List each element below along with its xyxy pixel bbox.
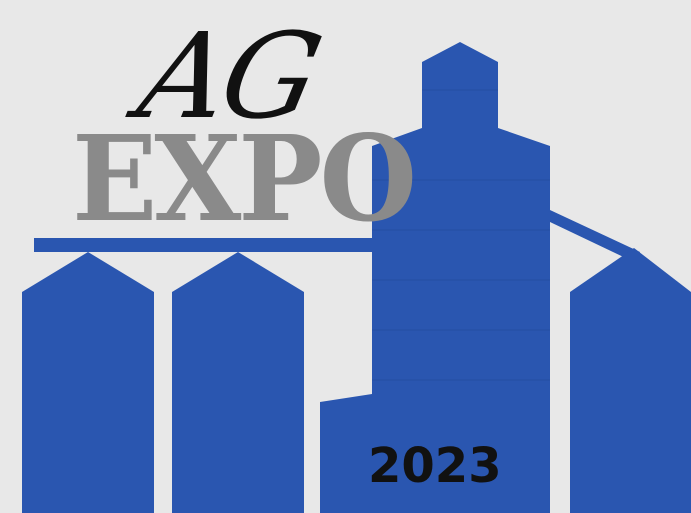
conveyor-beam	[34, 238, 372, 252]
logo-title-expo: EXPO	[72, 110, 417, 249]
silo-middle	[172, 252, 304, 513]
logo-year: 2023	[368, 438, 502, 494]
elevator-tower	[372, 42, 550, 513]
elevator-base	[320, 394, 372, 513]
conveyor-arm	[550, 210, 640, 262]
tower-bands	[372, 89, 550, 381]
silo-left	[22, 252, 154, 513]
silo-right	[570, 248, 691, 513]
